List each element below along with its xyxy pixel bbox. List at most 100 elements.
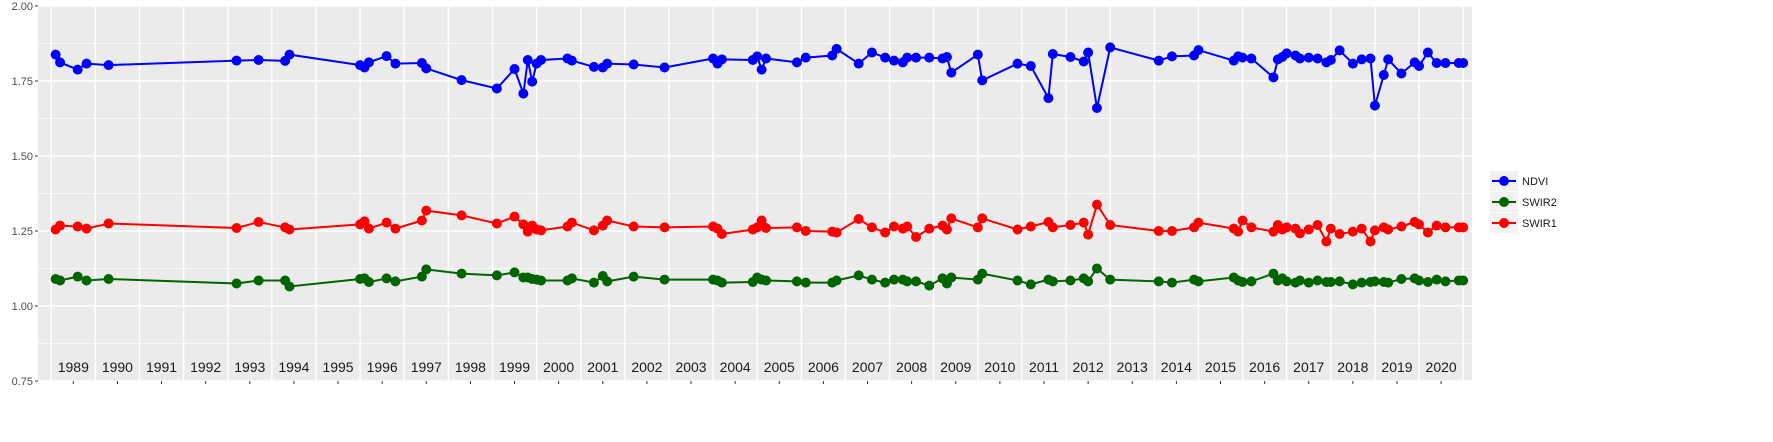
- data-point-ndvi: [941, 52, 952, 62]
- data-point-ndvi: [880, 52, 891, 63]
- data-point-swir1: [946, 213, 957, 224]
- data-point-swir2: [1422, 277, 1433, 287]
- data-point-swir2: [566, 273, 577, 284]
- data-point-swir2: [103, 274, 114, 284]
- data-point-swir1: [659, 222, 670, 233]
- data-point-swir1: [1458, 222, 1469, 233]
- data-point-ndvi: [977, 75, 988, 86]
- data-point-swir2: [416, 271, 427, 282]
- data-point-ndvi: [1193, 45, 1204, 56]
- data-point-ndvi: [1065, 52, 1076, 62]
- data-point-swir1: [831, 227, 842, 238]
- data-point-swir1: [588, 225, 599, 236]
- legend-label-swir2: SWIR2: [1522, 197, 1557, 209]
- data-point-ndvi: [800, 52, 811, 63]
- data-point-swir1: [456, 210, 467, 221]
- data-point-swir2: [1294, 275, 1305, 286]
- data-point-swir1: [1303, 224, 1314, 235]
- data-point-swir1: [284, 224, 295, 235]
- data-point-swir1: [911, 232, 922, 242]
- data-point-ndvi: [50, 49, 61, 60]
- data-point-swir2: [716, 277, 727, 288]
- data-point-ndvi: [536, 55, 547, 65]
- data-point-ndvi: [946, 67, 957, 78]
- data-point-ndvi: [1153, 55, 1164, 66]
- data-point-swir2: [390, 276, 401, 287]
- data-point-ndvi: [518, 88, 529, 99]
- data-point-swir1: [103, 218, 114, 229]
- data-point-swir1: [536, 225, 547, 236]
- x-tick-label: 2001: [587, 359, 618, 375]
- data-point-swir1: [1369, 225, 1380, 236]
- data-point-ndvi: [1422, 47, 1433, 58]
- x-tick-label: 2017: [1293, 359, 1324, 375]
- data-point-ndvi: [81, 58, 92, 69]
- y-tick-label: 1.50: [12, 151, 33, 163]
- x-tick-label: 2007: [852, 359, 883, 375]
- data-point-ndvi: [421, 63, 432, 74]
- data-point-ndvi: [1440, 58, 1451, 68]
- data-point-swir2: [1281, 276, 1292, 287]
- data-point-swir2: [791, 276, 802, 287]
- data-point-swir2: [381, 273, 392, 284]
- x-tick-label: 2009: [940, 359, 971, 375]
- data-point-ndvi: [1105, 42, 1116, 53]
- data-point-swir1: [1347, 226, 1358, 237]
- data-point-ndvi: [1369, 100, 1380, 111]
- data-point-ndvi: [1312, 53, 1323, 64]
- data-point-swir2: [1325, 277, 1336, 287]
- data-point-swir1: [1012, 224, 1023, 235]
- data-point-ndvi: [761, 53, 772, 64]
- data-point-swir1: [421, 205, 432, 216]
- data-point-ndvi: [1025, 61, 1036, 71]
- data-point-swir2: [1047, 276, 1058, 287]
- data-point-swir1: [81, 223, 92, 234]
- y-tick-label: 1.75: [12, 76, 33, 88]
- data-point-swir2: [1396, 274, 1407, 284]
- data-point-swir2: [924, 280, 935, 291]
- data-point-ndvi: [972, 49, 983, 60]
- data-point-swir2: [536, 275, 547, 286]
- data-point-ndvi: [1378, 70, 1389, 80]
- data-point-swir1: [1047, 222, 1058, 233]
- data-point-swir1: [853, 214, 864, 224]
- data-point-swir1: [1105, 220, 1116, 230]
- data-point-swir2: [880, 277, 891, 288]
- data-point-swir1: [924, 223, 935, 234]
- data-point-swir1: [761, 223, 772, 233]
- data-point-ndvi: [853, 58, 864, 69]
- data-point-swir2: [1440, 276, 1451, 287]
- data-point-ndvi: [1237, 52, 1248, 63]
- data-point-swir2: [831, 275, 842, 286]
- x-tick-label: 1999: [499, 359, 530, 375]
- data-point-swir1: [866, 222, 877, 233]
- data-point-swir1: [253, 217, 264, 227]
- data-point-swir1: [902, 221, 913, 232]
- legend: NDVI SWIR2 SWIR1: [1490, 171, 1557, 233]
- data-point-swir1: [1091, 199, 1102, 210]
- data-point-swir1: [1440, 222, 1451, 233]
- data-point-ndvi: [55, 57, 66, 68]
- data-point-swir1: [800, 226, 811, 236]
- data-point-swir1: [628, 221, 639, 232]
- x-tick-label: 1993: [234, 359, 265, 375]
- data-point-ndvi: [1414, 61, 1425, 71]
- data-point-ndvi: [566, 55, 577, 66]
- data-point-swir1: [231, 223, 242, 233]
- data-point-ndvi: [390, 58, 401, 69]
- data-point-swir2: [1414, 275, 1425, 286]
- data-point-swir1: [1431, 220, 1442, 231]
- data-point-swir1: [1321, 236, 1332, 247]
- data-point-ndvi: [363, 57, 374, 68]
- data-point-ndvi: [602, 58, 613, 69]
- data-point-ndvi: [1294, 53, 1305, 64]
- data-point-swir2: [81, 275, 92, 286]
- data-point-swir2: [1246, 276, 1257, 287]
- data-point-ndvi: [253, 55, 264, 65]
- data-point-swir2: [284, 281, 295, 292]
- data-point-swir1: [1422, 227, 1433, 238]
- data-point-ndvi: [1383, 54, 1394, 65]
- legend-label-swir1: SWIR1: [1522, 218, 1557, 230]
- data-point-ndvi: [888, 55, 899, 66]
- x-tick-label: 2005: [764, 359, 795, 375]
